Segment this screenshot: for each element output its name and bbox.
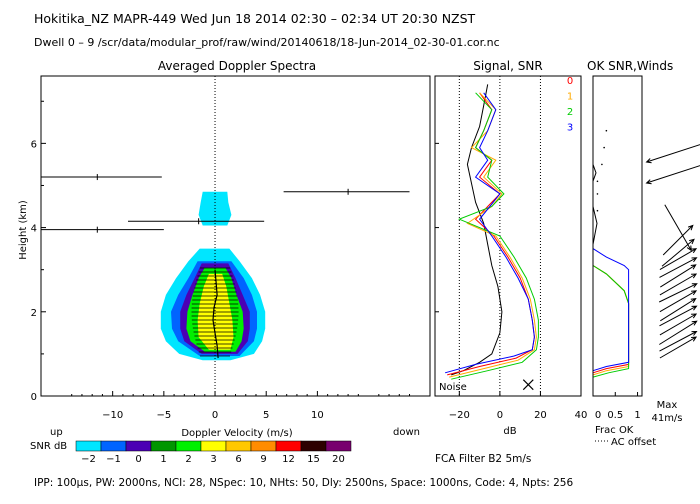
height-tick-label: 0 bbox=[31, 392, 37, 403]
snr-db-label: SNR dB bbox=[30, 441, 67, 452]
height-axis-label: Height (km) bbox=[18, 200, 29, 260]
frac-ok-plot-frame bbox=[592, 75, 643, 397]
frac-ok-upper-trace bbox=[592, 164, 598, 245]
wind-arrow-icon bbox=[659, 320, 698, 345]
ac-offset-point bbox=[605, 129, 608, 132]
colorbar-swatch bbox=[250, 440, 277, 452]
colorbar-tick-label: 3 bbox=[210, 454, 216, 465]
colorbar-swatch bbox=[275, 440, 302, 452]
figure-title: Hokitika_NZ MAPR-449 Wed Jun 18 2014 02:… bbox=[34, 11, 476, 26]
height-tick-label: 2 bbox=[31, 308, 37, 319]
max-label: Max bbox=[657, 400, 678, 411]
colorbar-tick-label: 6 bbox=[235, 454, 241, 465]
down-label: down bbox=[393, 427, 420, 438]
max-speed-label: 41m/s bbox=[651, 413, 682, 424]
snr-series-2 bbox=[451, 92, 539, 380]
x-mark-icon bbox=[522, 379, 534, 391]
db-tick-label: 0 bbox=[497, 410, 503, 421]
frac-ok-series-0 bbox=[592, 265, 630, 374]
colorbar-tick-label: 20 bbox=[332, 454, 345, 465]
frac-ok-tick-label: 1 bbox=[634, 410, 640, 421]
frac-ok-tick-label: 0 bbox=[595, 410, 601, 421]
signal-panel-title: Signal, SNR bbox=[473, 59, 542, 73]
wind-arrow-icon bbox=[660, 297, 697, 322]
velocity-tick-label: 0 bbox=[212, 410, 218, 421]
wind-arrow-icon bbox=[645, 144, 700, 164]
ac-offset-point bbox=[603, 146, 605, 149]
wind-arrow-icon bbox=[659, 313, 698, 336]
db-tick-label: 20 bbox=[534, 410, 547, 421]
height-tick-label: 6 bbox=[31, 139, 37, 150]
file-path-line: Dwell 0 – 9 /scr/data/modular_prof/raw/w… bbox=[34, 36, 500, 49]
wind-arrow-icon bbox=[662, 224, 694, 256]
colorbar-swatch bbox=[200, 440, 227, 452]
velocity-tick-label: −10 bbox=[102, 410, 123, 421]
legend-entry-0: 0 bbox=[567, 76, 573, 87]
ac-offset-point bbox=[601, 163, 603, 166]
db-tick-label: −20 bbox=[449, 410, 470, 421]
colorbar-tick-label: 0 bbox=[135, 454, 141, 465]
snr-series-noise bbox=[451, 84, 503, 376]
ac-offset-label: AC offset bbox=[611, 437, 656, 448]
legend-entry-2: 2 bbox=[567, 107, 573, 118]
noise-label: Noise bbox=[439, 382, 467, 393]
colorbar-swatch bbox=[225, 440, 252, 452]
wind-arrow-icon bbox=[659, 290, 698, 313]
spectra-panel-title: Averaged Doppler Spectra bbox=[158, 59, 316, 73]
colorbar-tick-label: −1 bbox=[106, 454, 121, 465]
velocity-tick-label: 5 bbox=[263, 410, 269, 421]
wind-arrow-icon bbox=[659, 248, 698, 271]
wind-arrow-icon bbox=[659, 330, 698, 352]
colorbar-swatch bbox=[325, 440, 352, 452]
frac-ok-series-3 bbox=[592, 248, 630, 372]
colorbar-swatch bbox=[100, 440, 127, 452]
frac-ok-tick-label: 0.5 bbox=[607, 410, 623, 421]
velocity-tick-label: 10 bbox=[311, 410, 324, 421]
frac-ok-series-1 bbox=[592, 265, 630, 376]
colorbar-tick-label: 9 bbox=[260, 454, 266, 465]
velocity-tick-label: −5 bbox=[156, 410, 171, 421]
fca-filter-label: FCA Filter B2 5m/s bbox=[435, 453, 531, 465]
colorbar-swatch bbox=[150, 440, 177, 452]
wind-arrow-icon bbox=[661, 238, 695, 267]
colorbar-swatch bbox=[300, 440, 327, 452]
colorbar-swatch bbox=[125, 440, 152, 452]
frac-ok-label: Frac OK bbox=[595, 425, 634, 436]
radar-parameters: IPP: 100μs, PW: 2000ns, NCI: 28, NSpec: … bbox=[34, 477, 573, 489]
wind-arrow-icon bbox=[659, 305, 698, 327]
db-axis-label: dB bbox=[503, 426, 516, 437]
ok-snr-winds-title: OK SNR,Winds bbox=[587, 59, 673, 73]
ac-offset-point bbox=[596, 193, 599, 195]
wind-arrow-icon bbox=[659, 273, 698, 296]
wind-arrow-icon bbox=[659, 336, 698, 359]
velocity-axis-label: Doppler Velocity (m/s) bbox=[181, 428, 292, 439]
colorbar-tick-label: 1 bbox=[160, 454, 166, 465]
snr-series-3 bbox=[444, 92, 535, 374]
colorbar-swatch bbox=[175, 440, 202, 452]
frac-ok-series-2 bbox=[592, 265, 630, 378]
ac-offset-point bbox=[596, 180, 599, 183]
snr-colorbar: −2 −1 0 1 2 3 6 9 12 15 20 bbox=[75, 440, 352, 465]
wind-arrow-icon bbox=[664, 204, 692, 252]
colorbar-tick-label: 2 bbox=[185, 454, 191, 465]
snr-series-1 bbox=[449, 92, 537, 378]
ac-offset-point bbox=[596, 209, 599, 212]
wind-arrow-icon bbox=[645, 165, 700, 185]
signal-plot-frame bbox=[434, 75, 582, 397]
up-label: up bbox=[50, 427, 63, 438]
colorbar-tick-label: 12 bbox=[282, 454, 295, 465]
db-tick-label: 40 bbox=[575, 410, 588, 421]
colorbar-tick-label: −2 bbox=[81, 454, 96, 465]
colorbar-swatch bbox=[75, 440, 102, 452]
height-tick-label: 4 bbox=[31, 224, 37, 235]
wind-arrow-icon bbox=[659, 257, 698, 278]
wind-arrow-icon bbox=[660, 264, 697, 288]
wind-arrow-icon bbox=[658, 283, 698, 303]
colorbar-tick-label: 15 bbox=[307, 454, 320, 465]
legend-entry-3: 3 bbox=[567, 123, 573, 134]
legend-entry-1: 1 bbox=[567, 92, 573, 103]
